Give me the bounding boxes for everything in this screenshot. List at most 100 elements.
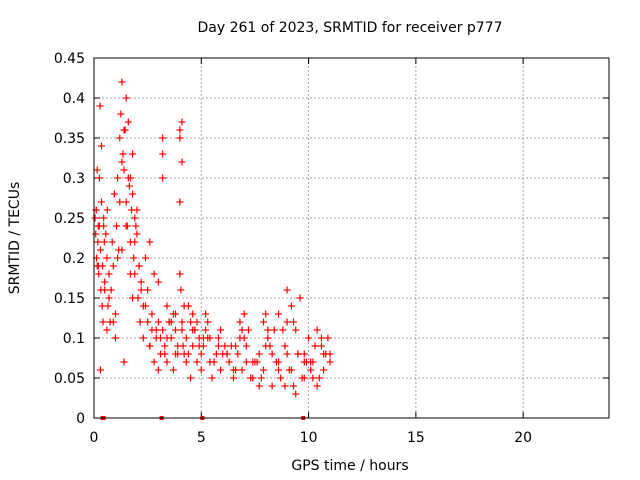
data-point <box>93 166 101 174</box>
data-points <box>91 78 334 398</box>
data-point <box>219 350 227 358</box>
axis-ticks: 0 0.05 0.1 0.15 0.2 0.25 0.3 0.35 0.4 0.45 0 5 10 15 2… <box>54 51 609 446</box>
data-point <box>146 238 154 246</box>
data-point <box>105 294 113 302</box>
data-point <box>184 302 192 310</box>
y-tick-label: 0.2 <box>63 251 85 267</box>
x-axis-label: GPS time / hours <box>291 458 408 474</box>
data-point <box>102 230 110 238</box>
data-point <box>245 326 252 334</box>
data-point <box>189 342 197 350</box>
data-point <box>281 382 289 390</box>
data-point <box>116 198 124 206</box>
data-point <box>92 230 100 238</box>
data-point <box>292 390 300 398</box>
data-point <box>294 350 302 358</box>
y-tick-label: 0.3 <box>63 171 85 187</box>
data-point <box>172 326 180 334</box>
data-point <box>232 366 240 374</box>
data-point <box>204 318 212 326</box>
data-point <box>187 374 195 382</box>
data-point <box>275 358 283 366</box>
data-point <box>193 318 201 326</box>
data-point <box>126 174 134 182</box>
x-tick-label: 0 <box>90 430 99 446</box>
data-point <box>116 134 124 142</box>
data-point <box>150 270 158 278</box>
data-point <box>238 326 246 334</box>
data-point <box>326 358 334 366</box>
data-point <box>159 326 167 334</box>
data-point <box>268 382 276 390</box>
data-point <box>290 318 298 326</box>
data-point <box>169 366 177 374</box>
data-point <box>95 222 103 230</box>
data-point <box>159 174 167 182</box>
data-point <box>130 254 138 262</box>
data-point <box>159 134 167 142</box>
data-point <box>154 278 162 286</box>
data-point <box>320 366 328 374</box>
grid-lines <box>94 58 609 418</box>
data-point <box>264 326 272 334</box>
data-point <box>103 206 111 214</box>
data-point <box>275 310 283 318</box>
data-point <box>257 374 265 382</box>
data-point <box>114 174 122 182</box>
data-point <box>212 350 220 358</box>
data-point <box>135 262 143 270</box>
data-point <box>154 366 162 374</box>
data-point <box>152 326 160 334</box>
data-point <box>300 374 308 382</box>
data-point <box>300 350 308 358</box>
data-point <box>172 350 180 358</box>
data-point <box>161 350 169 358</box>
data-point <box>317 334 325 342</box>
data-point <box>100 238 108 246</box>
data-point <box>144 286 152 294</box>
data-point <box>277 374 285 382</box>
data-point <box>202 326 210 334</box>
data-point <box>309 358 317 366</box>
data-point <box>117 110 125 118</box>
data-point <box>255 382 263 390</box>
data-point <box>107 286 115 294</box>
data-point <box>113 222 121 230</box>
data-point <box>313 326 321 334</box>
data-point <box>238 366 246 374</box>
data-point <box>93 262 101 270</box>
data-point <box>264 334 272 342</box>
y-tick-label: 0.05 <box>54 371 85 387</box>
data-point <box>95 270 103 278</box>
data-point <box>129 190 137 198</box>
data-point <box>101 278 109 286</box>
data-point <box>309 374 317 382</box>
data-point <box>157 334 165 342</box>
y-axis-label: SRMTID / TECUs <box>7 182 23 295</box>
data-point <box>279 326 287 334</box>
data-point <box>260 366 268 374</box>
x-tick-label: 20 <box>514 430 532 446</box>
data-point <box>176 134 184 142</box>
data-point <box>137 286 145 294</box>
y-tick-label: 0.35 <box>54 131 85 147</box>
data-point <box>110 190 118 198</box>
data-point <box>108 238 116 246</box>
data-point <box>197 350 205 358</box>
data-point <box>159 150 167 158</box>
data-point <box>96 246 104 254</box>
data-point <box>189 310 197 318</box>
data-point <box>126 270 134 278</box>
data-point <box>120 166 128 174</box>
data-point <box>114 254 122 262</box>
data-point <box>236 318 244 326</box>
data-point <box>217 366 225 374</box>
data-point <box>262 310 270 318</box>
data-point <box>132 222 140 230</box>
x-tick-label: 10 <box>300 430 318 446</box>
data-point <box>103 326 111 334</box>
y-tick-label: 0.1 <box>63 331 85 347</box>
y-tick-label: 0 <box>76 411 85 427</box>
data-point <box>124 118 132 126</box>
data-point <box>178 326 186 334</box>
